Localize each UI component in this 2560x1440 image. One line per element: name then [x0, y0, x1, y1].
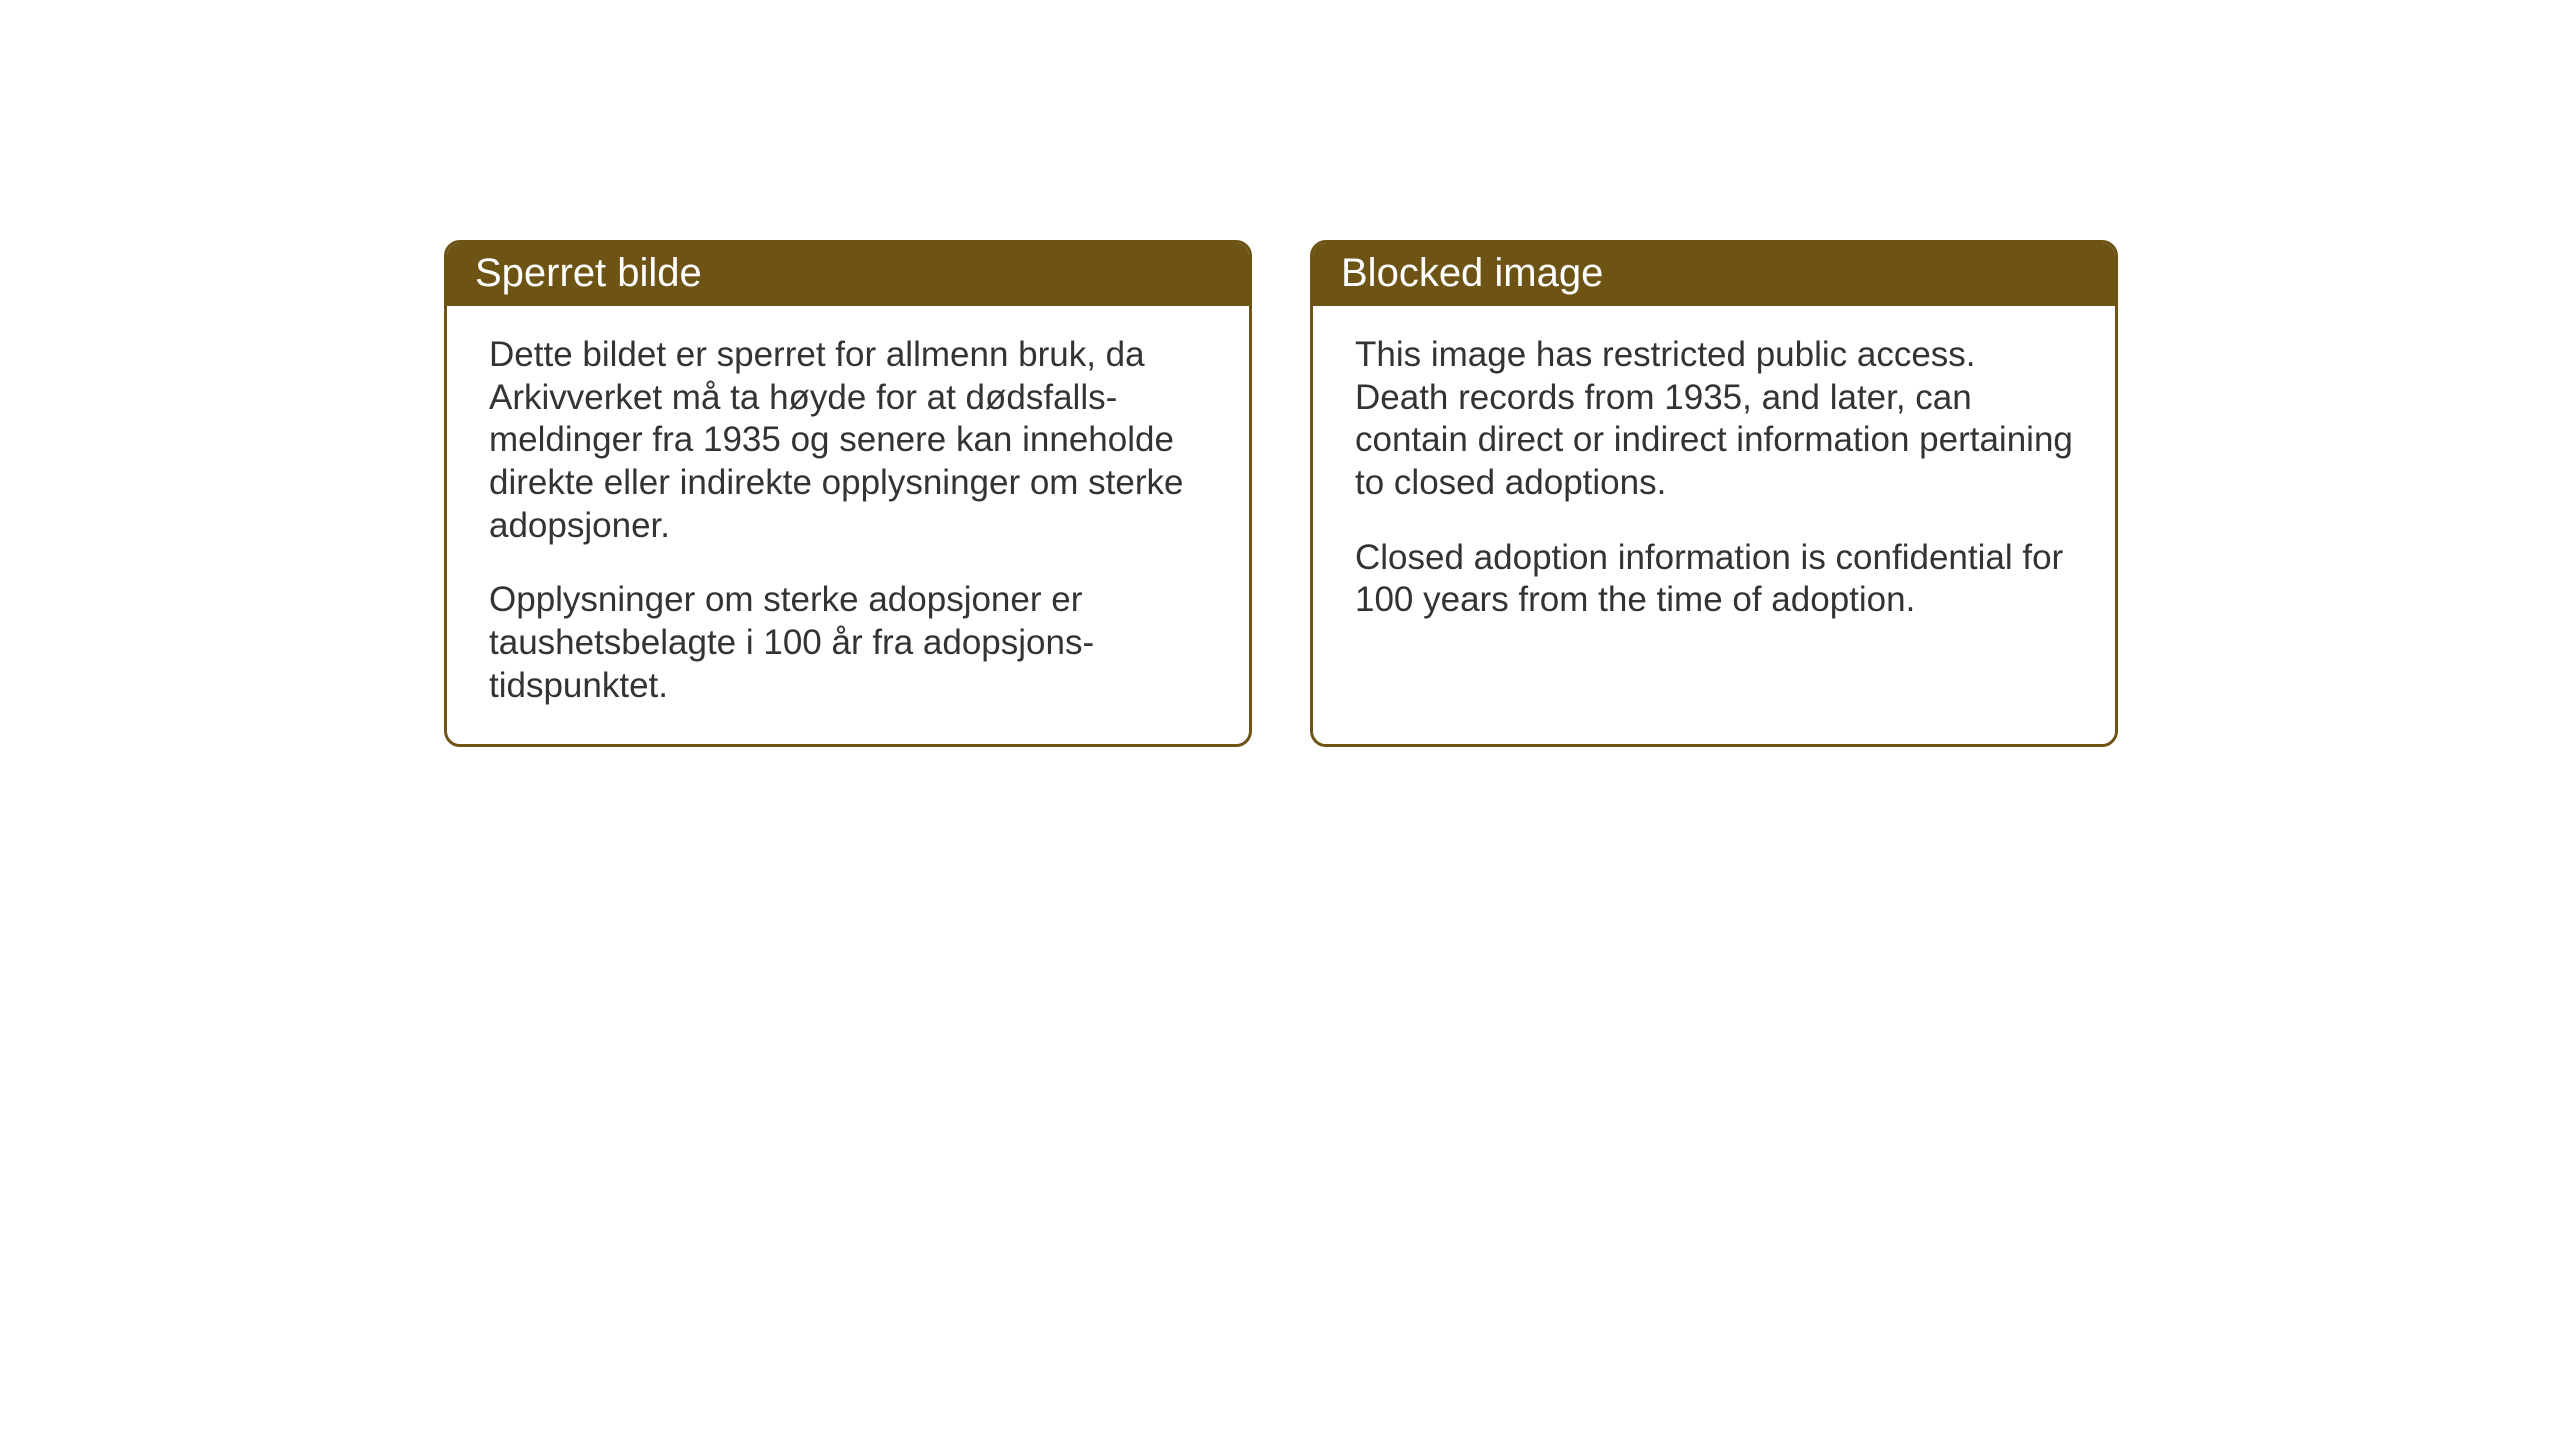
notice-container: Sperret bilde Dette bildet er sperret fo… — [444, 240, 2118, 747]
norwegian-notice-box: Sperret bilde Dette bildet er sperret fo… — [444, 240, 1252, 747]
norwegian-paragraph-1: Dette bildet er sperret for allmenn bruk… — [489, 334, 1207, 547]
english-notice-body: This image has restricted public access.… — [1313, 306, 2115, 658]
english-notice-title: Blocked image — [1313, 243, 2115, 306]
english-paragraph-2: Closed adoption information is confident… — [1355, 537, 2073, 622]
norwegian-paragraph-2: Opplysninger om sterke adopsjoner er tau… — [489, 579, 1207, 707]
english-notice-box: Blocked image This image has restricted … — [1310, 240, 2118, 747]
norwegian-notice-title: Sperret bilde — [447, 243, 1249, 306]
english-paragraph-1: This image has restricted public access.… — [1355, 334, 2073, 505]
norwegian-notice-body: Dette bildet er sperret for allmenn bruk… — [447, 306, 1249, 744]
